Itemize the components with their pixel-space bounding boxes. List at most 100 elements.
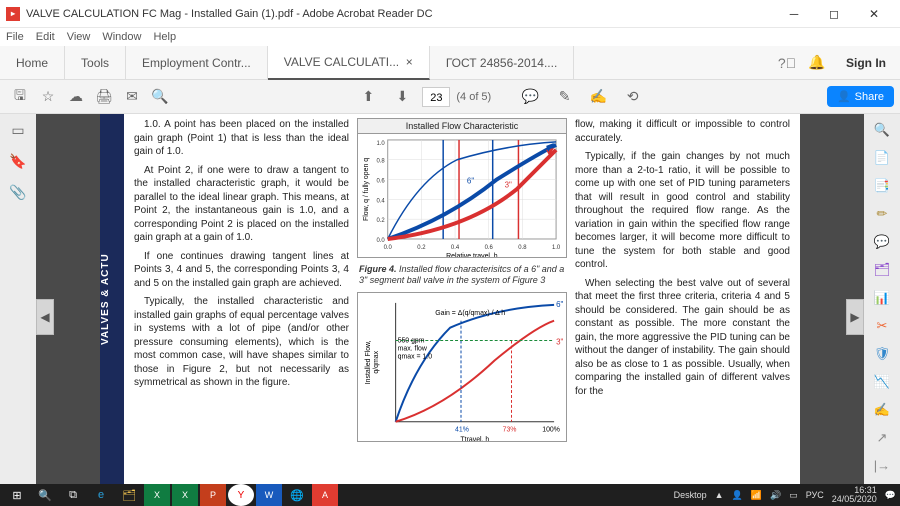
main: ▭ 🔖 📎 ◀ ▶ VALVES & ACTU 1.0. A point has… [0,114,900,484]
taskbar-search-icon[interactable]: 🔍 [32,484,58,506]
more-icon[interactable]: ↗ [877,430,888,446]
redact-icon[interactable]: ✂ [877,318,888,334]
svg-text:Installed Flow,: Installed Flow, [365,340,372,384]
svg-text:0.0: 0.0 [376,238,385,244]
search-tool-icon[interactable]: 🔍 [874,122,890,138]
svg-text:0.2: 0.2 [376,218,384,224]
svg-text:0.6: 0.6 [485,245,494,251]
menu-window[interactable]: Window [102,31,141,43]
protect-icon[interactable]: 🛡 [874,346,891,362]
wifi-icon: 📶 [751,490,762,501]
chrome-icon[interactable]: 🌐 [284,484,310,506]
print-icon[interactable]: 🖨 [90,83,118,111]
tab-doc2[interactable]: VALVE CALCULATI... × [268,46,430,80]
tab-doc3[interactable]: ГОСТ 24856-2014.... [430,46,575,80]
menu-edit[interactable]: Edit [36,31,55,43]
left-sidebar: ▭ 🔖 📎 [0,114,36,484]
svg-text:1.0: 1.0 [376,141,385,147]
text-column-1: 1.0. A point has been placed on the inst… [134,118,349,484]
menu-file[interactable]: File [6,31,24,43]
bookmark-icon[interactable]: 🔖 [9,153,26,170]
notifications-icon: 💬 [885,490,896,501]
tab-home[interactable]: Home [0,46,65,80]
taskview-icon[interactable]: ⧉ [60,484,86,506]
prev-page-arrow[interactable]: ◀ [36,299,54,335]
word-icon[interactable]: W [256,484,282,506]
system-tray[interactable]: Desktop ▲ 👤 📶 🔊 ▭ РУС 16:31 24/05/2020 💬 [674,486,896,504]
organize-icon[interactable]: 📊 [874,290,890,306]
export-icon[interactable]: 📄 [874,150,890,166]
page-up-icon[interactable]: ⬆ [354,83,382,111]
mail-icon[interactable]: ✉ [118,83,146,111]
tabbar: Home Tools Employment Contr... VALVE CAL… [0,46,900,80]
attach-icon[interactable]: 📎 [9,184,26,201]
chart-installed-flow: Installed Flow Characteristic [357,118,567,258]
pdf-icon: ▸ [6,7,20,21]
document-page: VALVES & ACTU 1.0. A point has been plac… [100,114,800,484]
acrobat-icon[interactable]: A [312,484,338,506]
minimize-button[interactable]: ─ [774,0,814,28]
create-icon[interactable]: 📑 [874,178,890,194]
ppt-icon[interactable]: P [200,484,226,506]
cloud-icon[interactable]: ☁ [62,83,90,111]
svg-text:1.0: 1.0 [552,245,561,251]
pen-icon[interactable]: ✎ [551,83,579,111]
maximize-button[interactable]: ◻ [814,0,854,28]
tools-icon[interactable]: ⟲ [619,83,647,111]
svg-text:41%: 41% [455,426,469,433]
svg-text:0.0: 0.0 [384,245,393,251]
menubar: File Edit View Window Help [0,28,900,46]
edge-icon[interactable]: e [88,484,114,506]
page-number-input[interactable]: 23 [422,87,450,107]
svg-text:0.4: 0.4 [451,245,460,251]
thumbnails-icon[interactable]: ▭ [11,122,24,139]
tab-doc1[interactable]: Employment Contr... [126,46,268,80]
help-icon[interactable]: ?⃝ [772,46,802,80]
save-icon[interactable]: 🖫 [6,83,34,111]
svg-text:0.8: 0.8 [518,245,527,251]
svg-text:q/qmax: q/qmax [373,350,380,373]
start-icon[interactable]: ⊞ [4,484,30,506]
next-page-arrow[interactable]: ▶ [846,299,864,335]
sign-in-button[interactable]: Sign In [832,56,900,70]
svg-text:Ttravel, h: Ttravel, h [460,436,489,441]
page-down-icon[interactable]: ⬇ [388,83,416,111]
compress-icon[interactable]: 📉 [874,374,890,390]
share-button[interactable]: 👤 Share [827,86,894,107]
sign-icon[interactable]: ✍ [585,83,613,111]
svg-text:550 gpm: 550 gpm [398,337,425,344]
excel2-icon[interactable]: X [172,484,198,506]
svg-text:Relative travel, h: Relative travel, h [446,253,498,257]
taskbar: ⊞ 🔍 ⧉ e 🗂 X X P Y W 🌐 A Desktop ▲ 👤 📶 🔊 … [0,484,900,506]
explorer-icon[interactable]: 🗂 [116,484,142,506]
star-icon[interactable]: ☆ [34,83,62,111]
svg-text:3": 3" [556,337,563,346]
clock[interactable]: 16:31 24/05/2020 [832,486,877,504]
sound-icon: 🔊 [770,490,781,501]
fill-sign-icon[interactable]: ✍ [874,402,890,418]
text-column-2: flow, making it difficult or impossible … [575,118,790,484]
comment-tool-icon[interactable]: 💬 [874,234,890,250]
tab-tools[interactable]: Tools [65,46,126,80]
bell-icon[interactable]: 🔔 [802,46,832,80]
right-sidebar: 🔍 📄 📑 ✏ 💬 🗂 📊 ✂ 🛡 📉 ✍ ↗ |→ [864,114,900,484]
comment-icon[interactable]: 💬 [517,83,545,111]
svg-text:6": 6" [467,177,474,186]
collapse-icon[interactable]: |→ [874,458,890,473]
excel-icon[interactable]: X [144,484,170,506]
edit-icon[interactable]: ✏ [877,206,888,222]
combine-icon[interactable]: 🗂 [874,262,891,278]
svg-text:6": 6" [556,299,563,308]
document-area[interactable]: ◀ ▶ VALVES & ACTU 1.0. A point has been … [36,114,864,484]
menu-help[interactable]: Help [153,31,176,43]
svg-text:0.2: 0.2 [417,245,425,251]
toolbar: 🖫 ☆ ☁ 🖨 ✉ 🔍 ⬆ ⬇ 23 (4 of 5) 💬 ✎ ✍ ⟲ 👤 Sh… [0,80,900,114]
yandex-icon[interactable]: Y [228,484,254,506]
close-button[interactable]: ✕ [854,0,894,28]
svg-text:0.8: 0.8 [376,159,385,165]
search-icon[interactable]: 🔍 [146,83,174,111]
menu-view[interactable]: View [67,31,91,43]
side-tab-label: VALVES & ACTU [100,114,124,484]
page-indicator: (4 of 5) [456,91,491,103]
window-title: VALVE CALCULATION FC Mag - Installed Gai… [26,8,774,20]
